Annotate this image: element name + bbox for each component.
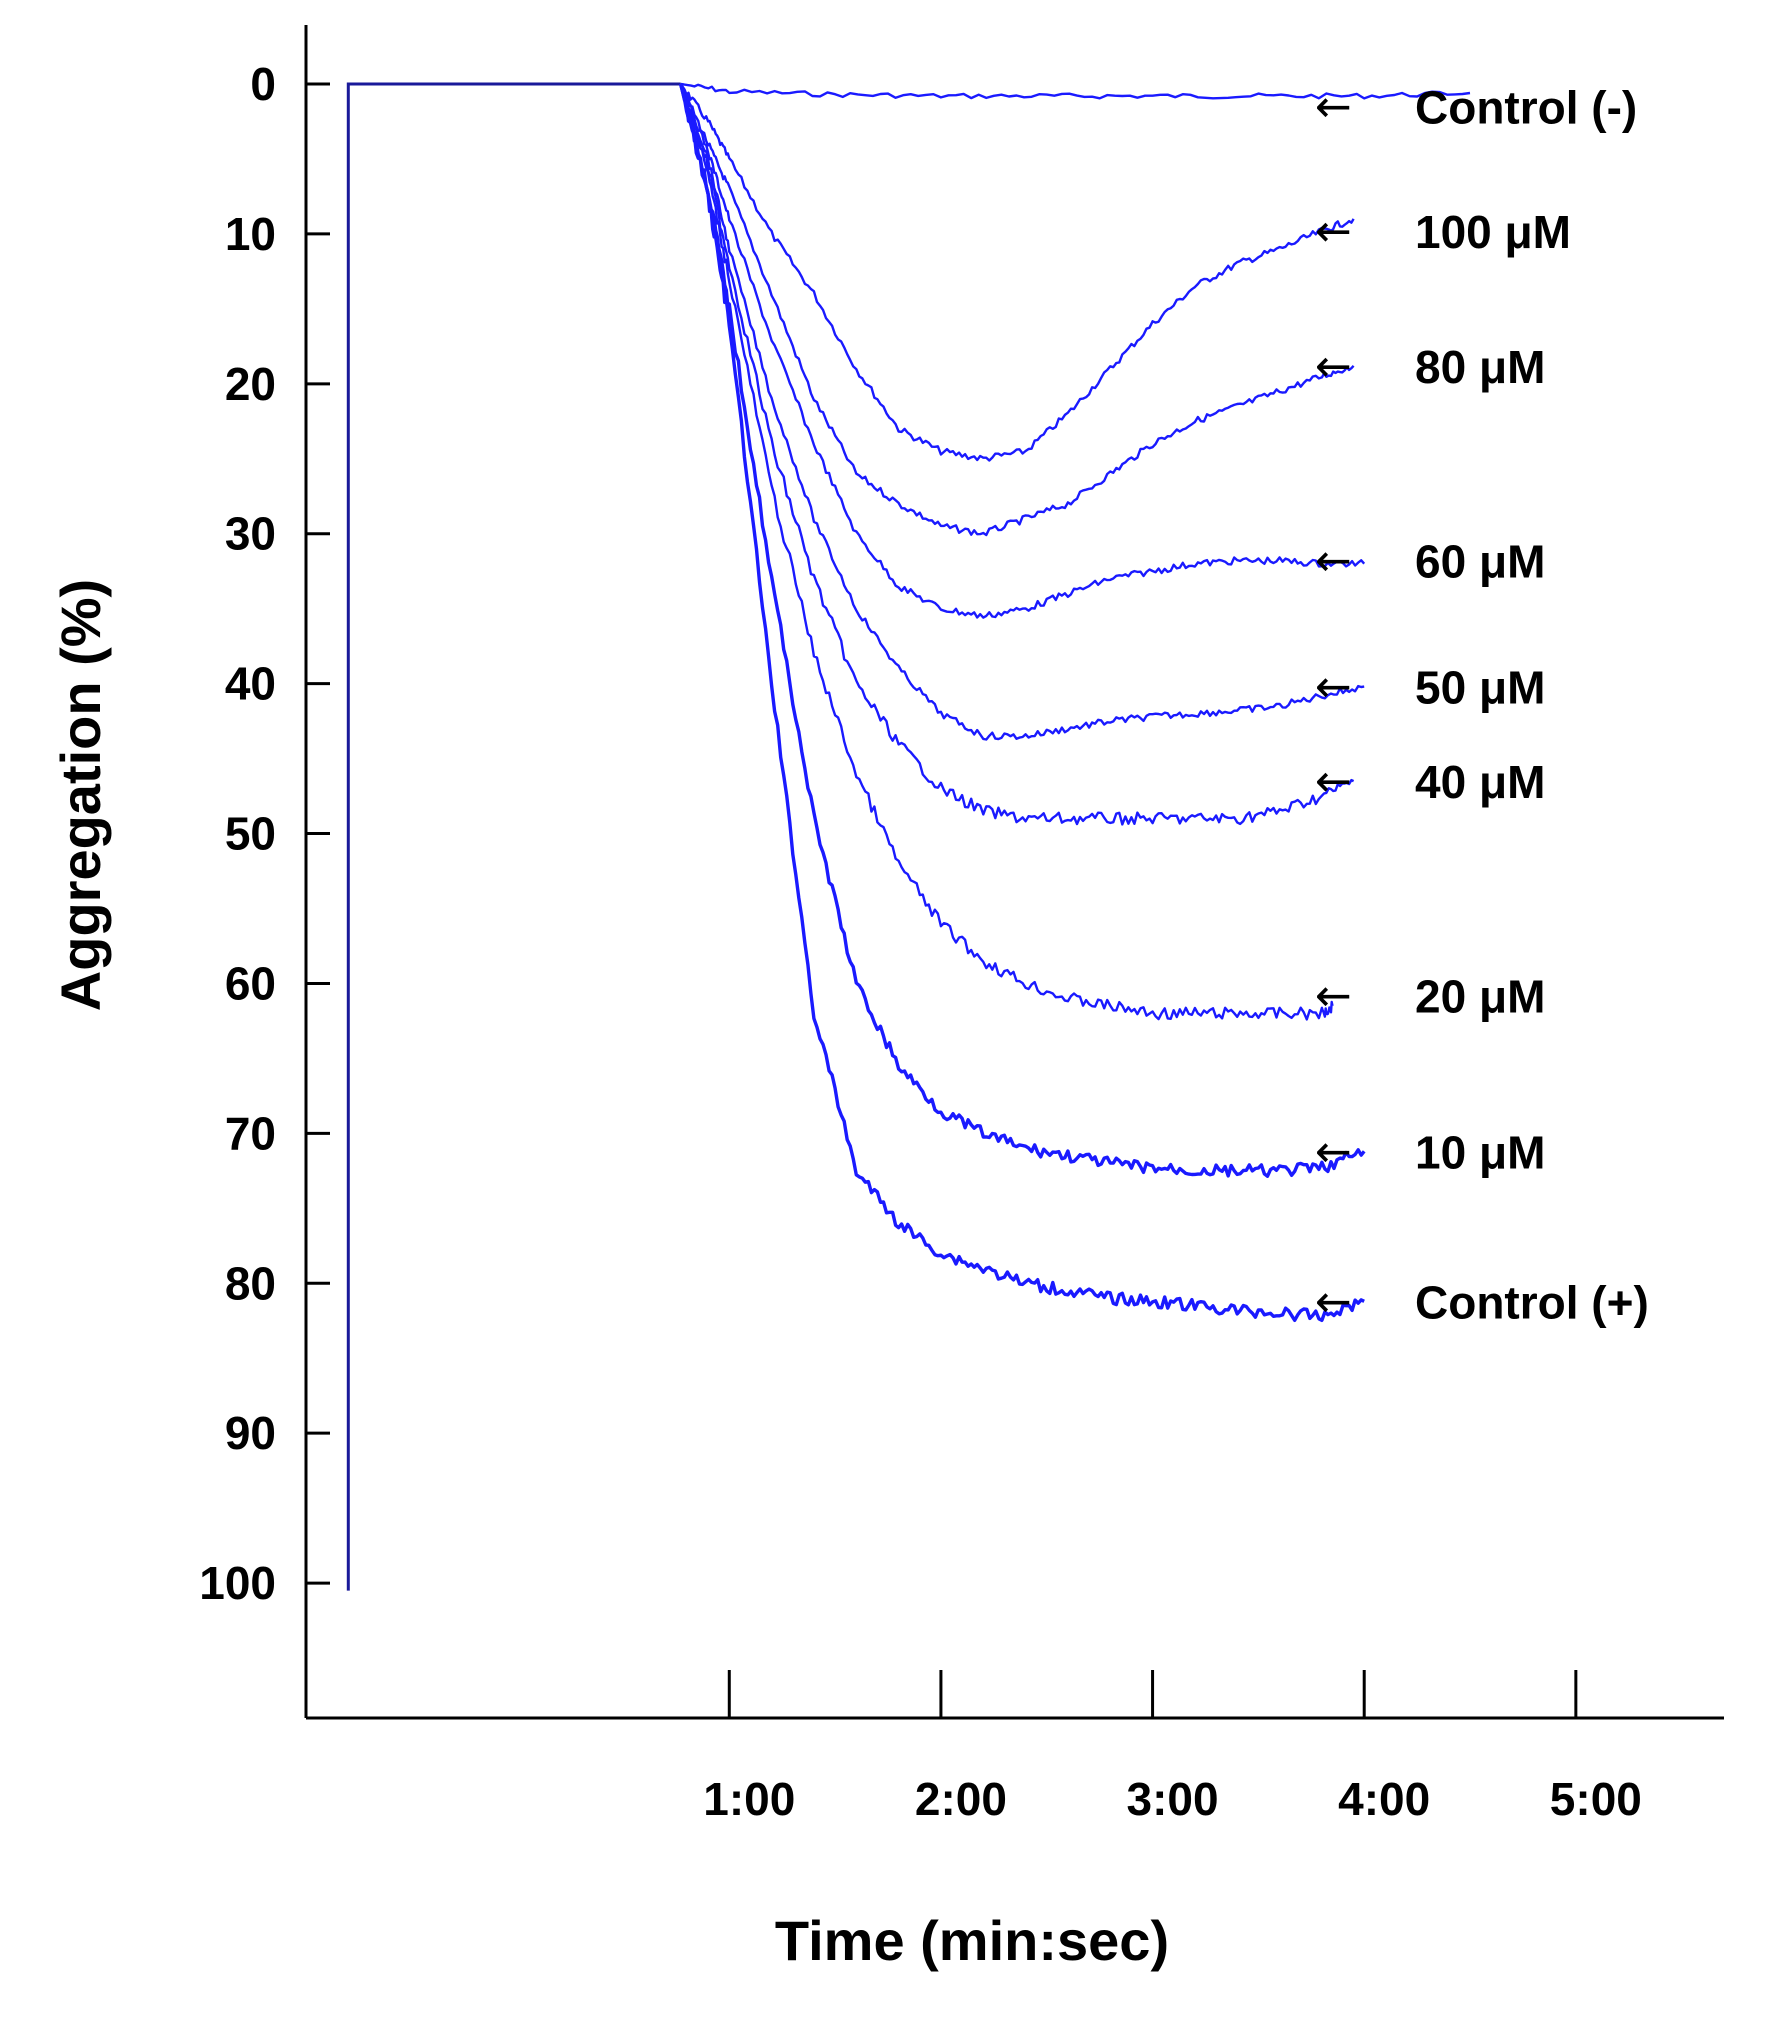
x-tick-label-2: 2:00 [915,1773,1007,1825]
x-tick-label-3: 3:00 [1127,1773,1219,1825]
series-label-control: Control (-) [1415,81,1637,133]
x-tick-label-4: 4:00 [1338,1773,1430,1825]
y-tick-label-70: 70 [225,1107,276,1159]
series-label-control: Control (+) [1415,1276,1649,1328]
series-label-40-m: 40 μM [1415,756,1545,808]
baseline-trace [346,82,681,1591]
y-axis-ticks: 0 10 20 30 40 50 60 70 80 90 100 [199,58,330,1609]
y-tick-label-90: 90 [225,1407,276,1459]
series-labels: ← Control (-) ← 100 μM ← 80 μM ← 60 μM ← 50 μM ← 40… [1315,81,1649,1328]
series-arrow-40-m: ← [1315,756,1352,807]
series-arrow-10-m: ← [1315,1126,1352,1177]
y-tick-label-20: 20 [225,358,276,410]
y-tick-label-10: 10 [225,208,276,260]
series-label-50-m: 50 μM [1415,662,1545,714]
series-line-control [678,83,1365,1322]
series-line-80-m [679,83,1355,537]
series-line-10-m [678,83,1366,1178]
series-label-10-m: 10 μM [1415,1126,1545,1178]
y-tick-label-0: 0 [250,58,276,110]
series-label-60-m: 60 μM [1415,536,1545,588]
series-line-control [680,82,1471,100]
series-line-60-m [679,83,1366,619]
baseline-line [346,82,681,1591]
x-tick-label-5: 5:00 [1550,1773,1642,1825]
y-tick-label-80: 80 [225,1257,276,1309]
series-arrow-100-m: ← [1315,206,1352,257]
x-axis-title: Time (min:sec) [775,1909,1169,1972]
y-tick-label-100: 100 [199,1557,276,1609]
series-arrow-80-m: ← [1315,341,1352,392]
x-axis-ticks: 1:00 2:00 3:00 4:00 5:00 [703,1670,1642,1825]
series-label-80-m: 80 μM [1415,341,1545,393]
series-line-100-m [679,83,1355,462]
series-lines [678,82,1471,1322]
series-line-50-m [679,83,1365,741]
series-arrow-60-m: ← [1315,536,1352,587]
series-arrow-control: ← [1315,81,1352,132]
x-tick-label-1: 1:00 [703,1773,795,1825]
series-line-40-m [679,83,1355,826]
series-arrow-20-m: ← [1315,970,1352,1021]
series-arrow-50-m: ← [1315,662,1352,713]
series-arrow-control: ← [1315,1276,1352,1327]
y-tick-label-40: 40 [225,658,276,710]
y-tick-label-30: 30 [225,508,276,560]
y-tick-label-60: 60 [225,957,276,1009]
series-label-20-m: 20 μM [1415,970,1545,1022]
series-label-100-m: 100 μM [1415,206,1571,258]
y-axis-title: Aggregation (%) [49,579,112,1011]
series-line-20-m [679,83,1334,1021]
y-tick-label-50: 50 [225,808,276,860]
